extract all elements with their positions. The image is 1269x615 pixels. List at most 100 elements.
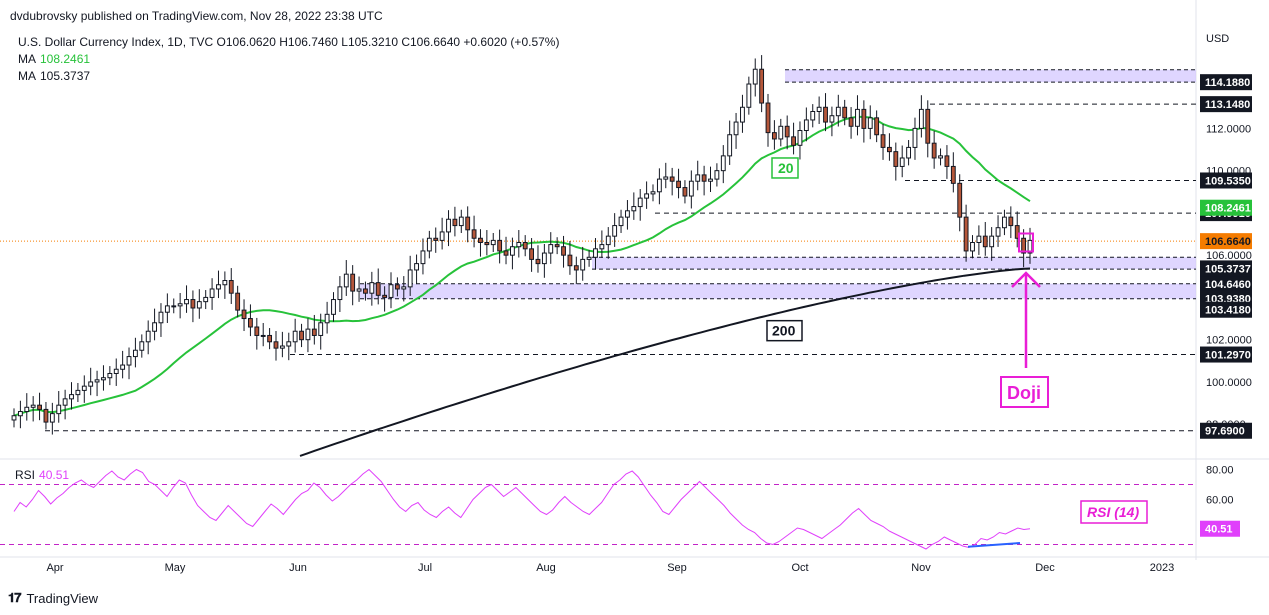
candle-body <box>708 178 713 182</box>
time-tick-label: Sep <box>667 562 687 574</box>
candle <box>446 210 451 247</box>
rsi-trendline <box>967 542 1021 548</box>
candle <box>887 133 892 161</box>
candle-body <box>446 218 451 233</box>
candle <box>452 206 458 237</box>
candle-body <box>618 216 624 227</box>
candle-body <box>957 182 963 218</box>
candle <box>241 299 247 332</box>
candle-body <box>887 146 892 153</box>
candle <box>663 162 669 189</box>
candle <box>458 209 464 233</box>
candle <box>509 237 515 270</box>
candle <box>267 328 273 350</box>
candle <box>950 152 956 193</box>
candle <box>535 245 541 273</box>
candle <box>439 217 445 250</box>
level-tag-bg <box>1200 422 1252 439</box>
candle <box>503 236 509 265</box>
candle-body <box>586 256 592 260</box>
candle <box>816 96 822 124</box>
rsi-last-tag: 40.51 <box>1205 524 1233 536</box>
candle <box>995 215 1001 247</box>
candle <box>190 290 196 323</box>
candle-body <box>880 134 886 148</box>
candle <box>695 160 701 191</box>
candle <box>829 106 835 137</box>
candle <box>407 255 413 296</box>
candle <box>331 292 336 322</box>
candle <box>746 76 752 115</box>
time-tick-label: Dec <box>1035 562 1055 574</box>
candle <box>522 235 528 257</box>
candle-body <box>267 334 273 343</box>
candle <box>733 112 739 149</box>
candle-body <box>209 288 215 298</box>
candle <box>765 93 771 147</box>
candle <box>158 303 164 337</box>
candle-body <box>1008 216 1014 227</box>
candle-body <box>644 193 650 199</box>
candle-body <box>43 408 49 423</box>
candle-body <box>599 244 605 250</box>
candle <box>771 120 777 150</box>
candle <box>880 123 886 160</box>
candle <box>132 337 138 368</box>
candle-body <box>452 218 458 227</box>
candle <box>970 235 975 259</box>
candle <box>216 270 221 299</box>
candle-body <box>107 372 113 379</box>
candle-body <box>343 273 349 288</box>
level-tag-bg <box>1200 275 1252 292</box>
candle-body <box>145 330 151 343</box>
tradingview-footer[interactable]: 𝟏𝟕 TradingView <box>8 590 98 606</box>
candle <box>573 256 579 285</box>
candle-body <box>139 341 145 351</box>
candle <box>931 130 937 169</box>
candle-body <box>637 197 643 208</box>
ma20-line <box>13 115 1031 417</box>
candle-body <box>11 415 17 421</box>
candle-body <box>605 235 611 246</box>
candle <box>650 184 656 202</box>
time-tick-label: Nov <box>911 562 931 574</box>
candle <box>43 402 49 430</box>
level-tag-bg <box>1200 172 1252 189</box>
candle <box>56 391 62 423</box>
candle-body <box>791 136 796 146</box>
candle-body <box>426 237 432 252</box>
candle-body <box>688 180 694 197</box>
candle <box>791 122 796 155</box>
candle-body <box>835 106 841 117</box>
candle-body <box>171 305 177 308</box>
rsi-tick-label: 60.00 <box>1206 495 1234 507</box>
candle <box>976 225 982 255</box>
candle <box>989 227 995 261</box>
candle <box>912 117 918 160</box>
rsi-line <box>13 468 1031 550</box>
candle <box>516 230 522 258</box>
candle-body <box>1002 216 1007 229</box>
candle <box>350 265 356 306</box>
rsi-tag-bg <box>1200 520 1240 537</box>
candle <box>855 95 860 136</box>
candle <box>593 238 598 270</box>
symbol-legend: U.S. Dollar Currency Index, 1D, TVC O106… <box>18 35 560 49</box>
candle <box>363 281 368 301</box>
candle-body <box>509 246 515 256</box>
candle-body <box>855 108 860 127</box>
candle-body <box>816 106 822 112</box>
candle <box>414 254 419 285</box>
candle <box>152 308 157 341</box>
candle-body <box>861 108 867 129</box>
candle <box>644 181 650 209</box>
candle <box>433 227 439 253</box>
candle <box>797 121 803 160</box>
candle <box>867 105 873 140</box>
candle <box>299 323 304 348</box>
candle-body <box>305 328 311 341</box>
level-tag-bg <box>1200 301 1252 318</box>
candle-body <box>548 244 554 254</box>
rsi-annotation-box <box>1080 500 1148 524</box>
